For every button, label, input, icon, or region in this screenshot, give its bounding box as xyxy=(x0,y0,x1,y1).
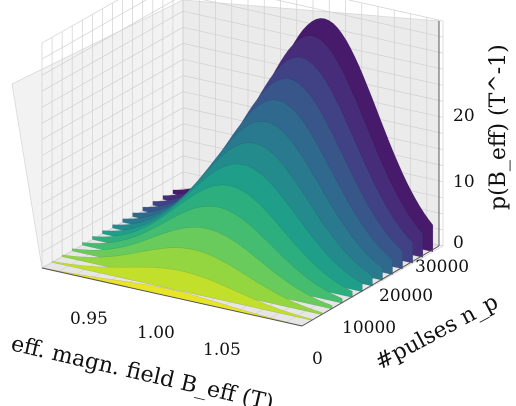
grid-line xyxy=(41,26,184,108)
grid-line xyxy=(41,123,184,205)
y-tick-label: 10000 xyxy=(342,318,396,338)
grid-line xyxy=(41,0,147,60)
grid-line xyxy=(41,139,184,221)
surface-mesh xyxy=(41,18,434,327)
grid-line xyxy=(41,43,184,124)
y-tick-label: 20000 xyxy=(379,286,433,306)
z-axis-label: p(B_eff) (T^-1) xyxy=(486,44,511,210)
y-tick-label: 0 xyxy=(312,349,323,369)
grid-line xyxy=(41,107,184,188)
grid-line xyxy=(347,0,444,22)
z-tick-label: 20 xyxy=(453,106,475,126)
y-axis-line xyxy=(301,245,440,327)
grid-line xyxy=(41,0,176,76)
grid-line xyxy=(41,155,184,237)
grid-line xyxy=(41,171,184,253)
x-tick-label: 1.00 xyxy=(137,323,175,343)
grid-line xyxy=(41,10,184,92)
x-tick-label: 0.95 xyxy=(70,309,108,329)
surface-slice xyxy=(51,260,313,321)
grid-line xyxy=(41,59,184,140)
grid-line xyxy=(41,0,119,44)
z-tick-label: 10 xyxy=(453,172,475,192)
grid-line xyxy=(275,0,444,38)
x-axis-line xyxy=(41,267,303,327)
z-tick-label: 0 xyxy=(453,233,464,253)
grid-line xyxy=(41,91,184,172)
y-tick-label: 30000 xyxy=(415,257,469,277)
grid-line xyxy=(41,75,184,156)
x-tick-label: 1.05 xyxy=(203,340,241,360)
